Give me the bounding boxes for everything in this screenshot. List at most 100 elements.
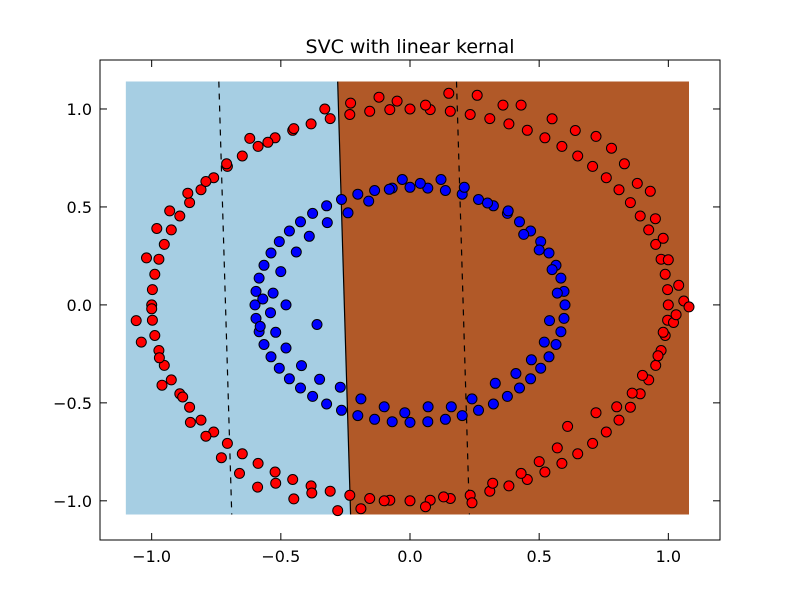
red-point <box>546 113 558 125</box>
red-point <box>324 485 336 497</box>
red-point <box>153 253 165 265</box>
red-point <box>420 99 431 111</box>
blue-point <box>352 188 364 200</box>
blue-point <box>270 326 282 338</box>
blue-point <box>439 413 451 425</box>
red-point <box>631 177 643 189</box>
blue-point <box>369 413 381 425</box>
red-point <box>644 185 656 197</box>
red-point <box>404 103 416 115</box>
red-point <box>364 493 376 504</box>
x-tick-label: 1.0 <box>656 547 681 566</box>
red-point <box>556 457 568 469</box>
red-point <box>611 401 623 413</box>
blue-point <box>307 390 319 402</box>
blue-point <box>535 362 547 374</box>
blue-point <box>383 183 395 195</box>
red-point <box>572 448 584 460</box>
blue-point <box>533 244 545 256</box>
red-point <box>177 391 189 403</box>
red-point <box>438 491 450 503</box>
blue-point <box>250 285 262 297</box>
blue-point <box>253 272 265 284</box>
red-point <box>652 350 664 362</box>
red-point <box>466 497 478 509</box>
blue-point <box>555 272 567 284</box>
blue-point <box>510 368 522 379</box>
y-tick-label: 0.5 <box>67 198 92 217</box>
blue-point <box>321 398 333 410</box>
red-point <box>444 105 456 117</box>
red-point <box>221 158 233 170</box>
red-point <box>306 487 318 499</box>
red-point <box>165 224 177 236</box>
red-point <box>515 99 527 111</box>
blue-point <box>311 319 323 330</box>
blue-point <box>267 287 279 299</box>
blue-point <box>518 228 530 240</box>
red-point <box>533 456 545 468</box>
red-point <box>657 232 669 244</box>
red-point <box>624 197 636 209</box>
red-point <box>443 87 455 99</box>
y-tick-label: 0.0 <box>67 296 92 315</box>
blue-point <box>404 181 416 193</box>
red-point <box>613 414 625 426</box>
red-point <box>384 104 396 116</box>
red-point <box>590 407 602 419</box>
x-tick-label: −1.0 <box>132 547 171 566</box>
red-point <box>643 224 655 236</box>
red-point <box>364 105 376 117</box>
red-point <box>164 205 176 217</box>
red-point <box>539 132 551 144</box>
blue-point <box>275 266 287 278</box>
blue-point <box>307 207 319 219</box>
blue-point <box>543 351 555 363</box>
red-point <box>539 466 551 478</box>
red-point <box>252 481 264 493</box>
red-point <box>184 197 196 209</box>
red-point <box>200 176 212 187</box>
y-tick-label: −0.5 <box>53 394 92 413</box>
red-point <box>319 103 331 115</box>
blue-point <box>538 336 550 348</box>
red-point <box>135 336 147 348</box>
blue-point <box>525 354 537 366</box>
blue-point <box>295 216 306 228</box>
red-point <box>378 495 390 507</box>
red-point <box>141 252 152 264</box>
blue-point <box>303 230 315 242</box>
red-point <box>288 493 300 505</box>
red-point <box>683 301 695 313</box>
red-point <box>670 309 682 321</box>
blue-point <box>396 174 408 185</box>
blue-point <box>254 320 266 332</box>
red-point <box>270 477 282 489</box>
red-point <box>634 210 646 222</box>
red-point <box>650 359 662 371</box>
red-point <box>287 474 299 485</box>
red-point <box>618 158 630 170</box>
red-point <box>324 113 336 125</box>
blue-point <box>283 373 295 385</box>
red-point <box>503 480 515 492</box>
red-point <box>404 495 416 507</box>
blue-point <box>280 342 292 354</box>
red-point <box>305 118 317 130</box>
blue-class-points <box>249 174 571 428</box>
red-point <box>420 501 431 513</box>
region-left-class <box>125 81 351 515</box>
red-point <box>269 466 281 478</box>
red-point <box>215 452 227 464</box>
red-point <box>184 401 196 413</box>
red-point <box>344 489 356 501</box>
blue-point <box>314 373 326 385</box>
red-point <box>649 213 661 225</box>
red-point <box>569 125 581 136</box>
blue-point <box>489 377 501 389</box>
blue-point <box>321 217 333 229</box>
blue-point <box>550 339 562 350</box>
red-point <box>659 268 671 280</box>
blue-point <box>546 264 558 276</box>
